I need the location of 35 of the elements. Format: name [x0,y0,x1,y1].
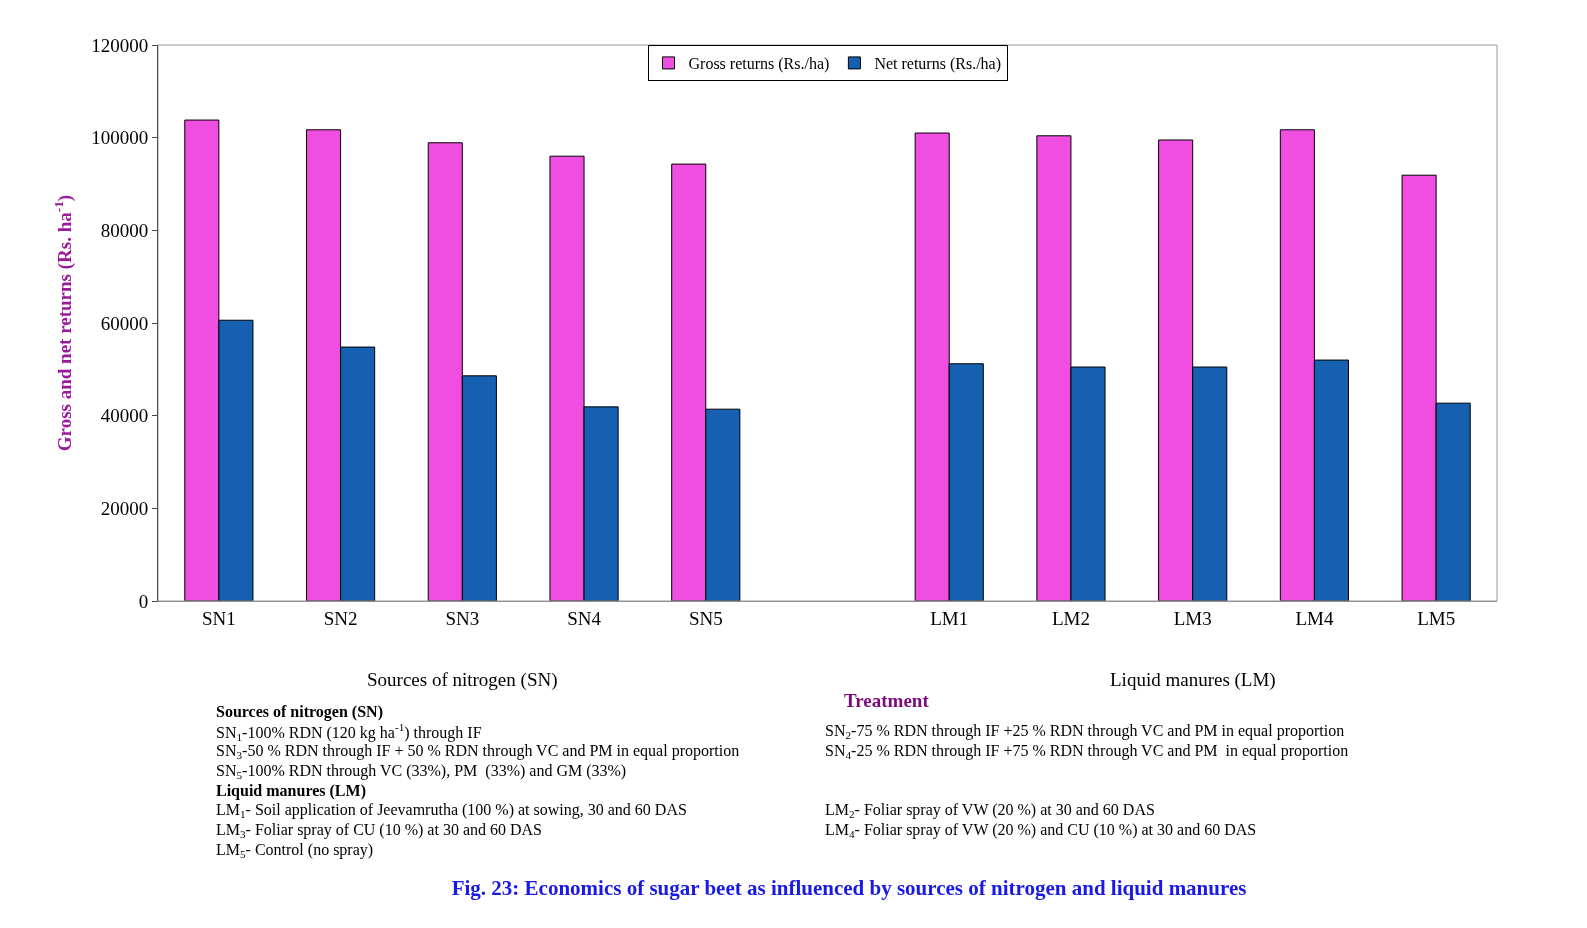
x-tick-label: SN2 [323,607,358,629]
source-note: Sources of nitrogen (SN) [367,669,558,691]
x-tick-label: LM3 [1173,607,1212,629]
y-tick-label: 20000 [100,497,149,519]
x-tick-label: LM5 [1417,607,1456,629]
text: Fig. 23: Economics of sugar beet as influenced by sources of nitrogen and liquid manures [451,876,1247,901]
text: SN$_{2}$-75 % RDN through IF +25 % RDN through VC and PM in equal proportion [825,722,1345,742]
x-tick-label: SN3 [445,607,480,629]
source-note: Sources of nitrogen (SN) [216,703,383,721]
text: SN$_{4}$-25 % RDN through IF +75 % RDN through VC and PM in equal proportion [825,742,1349,762]
text: SN$_{5}$-100% RDN through VC (33%), PM (33%) and GM (33%) [216,762,627,782]
text: Liquid manures (LM) [216,782,366,800]
text: Liquid manures (LM) [1110,669,1276,691]
y-tick-label: 120000 [91,34,149,56]
x-tick-label: SN1 [201,607,236,629]
y-tick-label: 100000 [91,127,149,149]
text: LM$_{4}$- Foliar spray of VW (20 %) and CU (10 %) at 30 and 60 DAS [825,821,1257,841]
text: SN$_{3}$-50 % RDN through IF + 50 % RDN through VC and PM in equal proportion [216,742,740,762]
x-axis-title: Treatment [844,690,930,711]
text: LM$_{2}$- Foliar spray of VW (20 %) at 30 and 60 DAS [825,801,1155,821]
text: SN$_{1}$-100% RDN (120 kg ha$^{-1}$) through IF [216,721,482,744]
y-tick-label: 60000 [100,312,149,334]
y-tick-label: 40000 [100,405,149,427]
x-tick-label: LM4 [1295,607,1334,629]
x-tick-label: SN5 [688,607,723,629]
x-tick-label: SN4 [567,607,602,629]
text: LM$_{1}$- Soil application of Jeevamrutha (100 %) at sowing, 30 and 60 DAS [216,801,687,821]
text: LM$_{3}$- Foliar spray of CU (10 %) at 30 and 60 DAS [216,821,542,841]
x-tick-label: LM1 [930,607,969,629]
legend-label: Net returns (Rs./ha) [874,55,1002,74]
text: LM$_{5}$- Control (no spray) [216,841,374,861]
x-tick-label: LM2 [1051,607,1090,629]
legend-label: Gross returns (Rs./ha) [688,55,830,74]
y-tick-label: 80000 [100,219,149,241]
y-tick-label: 0 [138,590,149,612]
